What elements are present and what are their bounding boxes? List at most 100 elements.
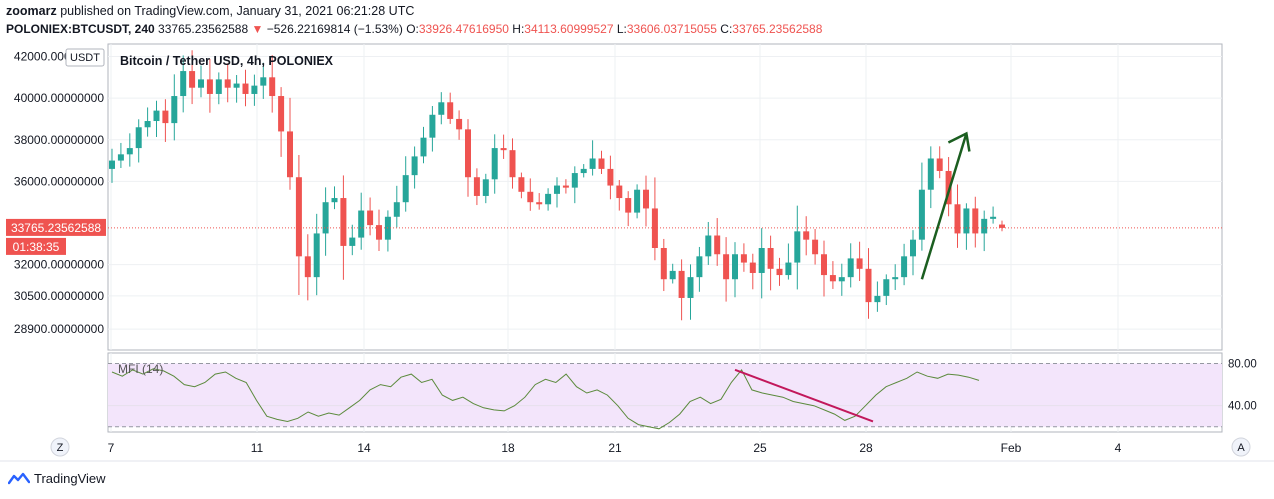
candle-body	[829, 275, 836, 282]
candle-body	[999, 224, 1005, 228]
mfi-legend-label: MFI (14)	[118, 362, 163, 376]
candle-body	[874, 295, 881, 303]
candle-body	[162, 110, 169, 124]
mfi-line	[111, 368, 980, 430]
footer-brand: TradingView	[34, 471, 106, 486]
candle-body	[972, 208, 979, 234]
candle-body	[304, 256, 311, 278]
candle-body	[251, 85, 258, 94]
candle-body	[117, 154, 124, 161]
candle-body	[767, 248, 774, 269]
currency-badge-box	[65, 48, 105, 67]
candle-body	[287, 131, 293, 178]
candle-body	[803, 231, 810, 240]
candle-body	[927, 158, 934, 190]
open-label: O:	[406, 22, 419, 36]
candle-body	[491, 148, 498, 180]
countdown-badge	[6, 237, 66, 255]
candle-body	[215, 79, 222, 94]
time-tick-label: Feb	[1001, 441, 1022, 455]
candle-body	[918, 189, 925, 240]
candle-body	[669, 270, 676, 280]
candle-body	[616, 185, 623, 199]
publish-info: zoomarz published on TradingView.com, Ja…	[6, 4, 414, 18]
candle-body	[892, 277, 899, 280]
price-tick-label: 32000.00000000	[14, 258, 104, 272]
candle-body	[954, 204, 961, 234]
candle-body	[126, 148, 133, 155]
candle-body	[198, 79, 204, 88]
candle-body	[393, 202, 400, 217]
zoom-reset-button[interactable]	[50, 437, 70, 457]
candle-body	[367, 210, 374, 226]
candle-body	[189, 71, 196, 88]
candle-body	[438, 102, 445, 115]
candle-body	[349, 237, 356, 246]
time-tick-label: 11	[251, 441, 264, 455]
candle-body	[678, 270, 685, 298]
candle-body	[901, 256, 908, 278]
candle-body	[153, 110, 160, 122]
candle-body	[723, 254, 730, 280]
candle-body	[482, 179, 489, 196]
green-trend-arrow	[920, 133, 968, 280]
price-change: −526.22169814 (−1.53%)	[266, 22, 403, 36]
candle-body	[269, 77, 276, 97]
price-tick-label: 36000.00000000	[14, 174, 104, 188]
candle-body	[340, 198, 347, 246]
candle-body	[607, 168, 614, 186]
candle-body	[740, 254, 747, 263]
candle-body	[420, 137, 427, 157]
candle-body	[856, 258, 863, 269]
candle-body	[402, 175, 409, 203]
down-triangle-icon: ▼	[251, 22, 264, 36]
last-price-badge-text: 33765.23562588	[11, 221, 101, 235]
symbol-label: POLONIEX:BTCUSDT, 240	[6, 22, 155, 36]
close-value: 33765.23562588	[732, 22, 823, 36]
last-price-badge	[6, 218, 106, 236]
candle-body	[554, 185, 560, 194]
candle-body	[776, 268, 783, 276]
time-tick-label: 14	[357, 441, 371, 455]
price-tick-label: 30500.00000000	[14, 289, 104, 303]
candle-body	[634, 189, 641, 213]
candle-body	[749, 262, 756, 273]
price-tick-label: 28900.00000000	[14, 322, 104, 336]
candle-body	[500, 148, 507, 151]
candle-body	[331, 198, 338, 203]
candle-body	[473, 177, 480, 196]
candle-body	[732, 254, 738, 280]
candle-body	[242, 83, 249, 94]
candle-body	[171, 96, 178, 124]
candle-body	[981, 218, 988, 234]
candle-body	[260, 77, 267, 86]
candle-body	[180, 71, 187, 97]
candle-body	[598, 158, 605, 169]
candle-body	[990, 216, 997, 219]
countdown-badge-text: 01:38:35	[13, 240, 60, 254]
candle-body	[429, 114, 436, 138]
high-value: 34113.60999527	[524, 22, 614, 36]
time-tick-label: 4	[1115, 441, 1122, 455]
candle-body	[233, 83, 240, 88]
candle-body	[465, 129, 471, 178]
candle-body	[224, 79, 231, 88]
candle-body	[376, 225, 382, 240]
candle-body	[963, 208, 970, 234]
auto-scale-button[interactable]	[1231, 437, 1251, 457]
high-label: H:	[512, 22, 525, 36]
candle-body	[705, 235, 712, 257]
candle-body	[313, 233, 320, 278]
candle-body	[785, 262, 792, 276]
ohlc-header: POLONIEX:BTCUSDT, 240 33765.23562588 ▼ −…	[6, 22, 822, 36]
candle-body	[847, 258, 854, 278]
auto-scale-button-label: A	[1237, 442, 1245, 454]
candle-body	[865, 268, 872, 303]
candle-body	[571, 173, 578, 188]
candle-body	[838, 277, 845, 282]
candle-body	[527, 191, 534, 203]
price-tick-label: 38000.00000000	[14, 133, 104, 147]
candle-body	[714, 235, 721, 255]
candle-body	[589, 158, 596, 169]
